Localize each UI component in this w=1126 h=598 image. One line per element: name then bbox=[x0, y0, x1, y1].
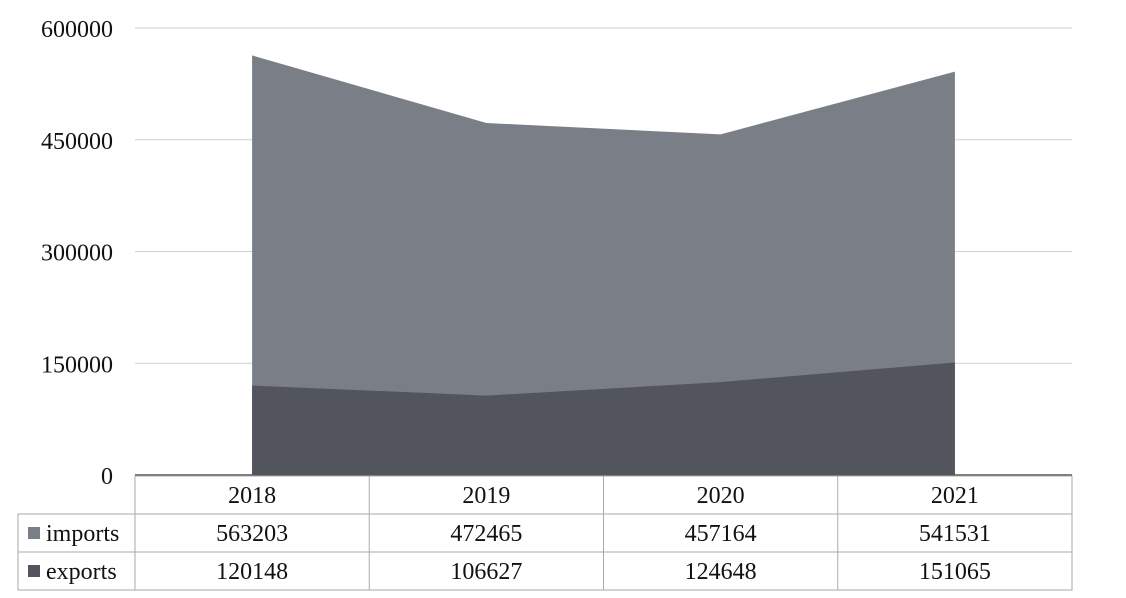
y-axis-tick-labels: 0 150000 300000 450000 600000 bbox=[41, 17, 113, 490]
data-label: 120148 bbox=[216, 559, 288, 585]
y-tick-label: 300000 bbox=[41, 241, 113, 267]
data-label: 106627 bbox=[450, 559, 522, 585]
data-label: 124648 bbox=[685, 559, 757, 585]
data-label: 472465 bbox=[450, 521, 522, 547]
x-tick-label: 2019 bbox=[462, 483, 510, 509]
x-tick-label: 2020 bbox=[697, 483, 745, 509]
series-areas bbox=[252, 55, 955, 476]
data-label: 563203 bbox=[216, 521, 288, 547]
area-exports bbox=[252, 362, 955, 475]
area-imports bbox=[252, 55, 955, 476]
y-tick-label: 0 bbox=[101, 464, 113, 490]
data-table: 2018 2019 2020 2021 imports 563203 472465 45716… bbox=[17, 475, 1073, 591]
data-label: 541531 bbox=[919, 521, 991, 547]
data-label: 457164 bbox=[685, 521, 757, 547]
y-tick-label: 450000 bbox=[41, 129, 113, 155]
x-tick-label: 2021 bbox=[931, 483, 979, 509]
x-tick-label: 2018 bbox=[228, 483, 276, 509]
legend-swatch-imports bbox=[28, 527, 40, 539]
legend-label-exports: exports bbox=[46, 559, 117, 585]
table-row bbox=[17, 551, 1073, 591]
legend-swatch-exports bbox=[28, 565, 40, 577]
table-row bbox=[17, 513, 1073, 553]
y-tick-label: 600000 bbox=[41, 17, 113, 43]
y-tick-label: 150000 bbox=[41, 352, 113, 378]
data-label: 151065 bbox=[919, 559, 991, 585]
legend-label-imports: imports bbox=[46, 521, 119, 547]
